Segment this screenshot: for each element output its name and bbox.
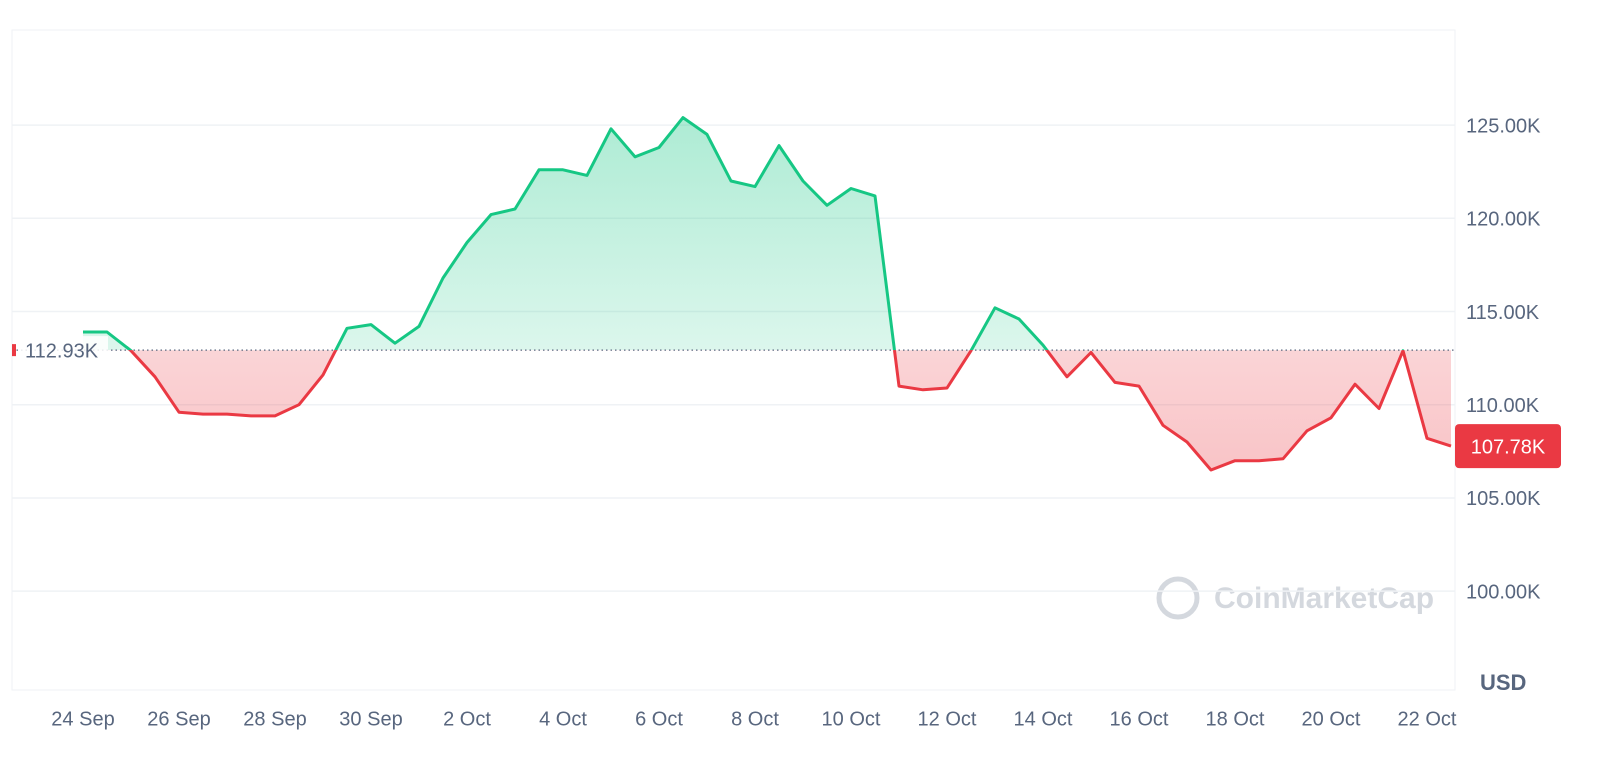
x-tick-label: 12 Oct <box>918 708 977 730</box>
x-tick-label: 14 Oct <box>1014 708 1073 730</box>
y-tick-label: 125.00K <box>1466 115 1541 137</box>
x-tick-label: 16 Oct <box>1110 708 1169 730</box>
x-tick-label: 10 Oct <box>822 708 881 730</box>
y-axis-unit: USD <box>1480 670 1526 695</box>
x-tick-label: 18 Oct <box>1206 708 1265 730</box>
x-tick-label: 24 Sep <box>51 708 114 730</box>
last-price-box <box>1455 424 1561 469</box>
baseline-label: 112.93K <box>25 340 99 362</box>
y-tick-label: 115.00K <box>1466 302 1540 324</box>
watermark: CoinMarketCap <box>1214 582 1434 615</box>
area-up <box>83 117 1047 351</box>
watermark-group: CoinMarketCap <box>1156 576 1434 620</box>
y-tick-label: 105.00K <box>1466 488 1541 510</box>
x-tick-label: 26 Sep <box>147 708 210 730</box>
watermark-logo <box>1156 576 1200 620</box>
x-tick-label: 22 Oct <box>1398 708 1457 730</box>
x-tick-label: 4 Oct <box>539 708 587 730</box>
x-tick-label: 6 Oct <box>635 708 683 730</box>
price-line-up <box>83 116 1405 351</box>
x-tick-label: 8 Oct <box>731 708 779 730</box>
plot-frame <box>11 29 1456 691</box>
area-down <box>83 350 1451 470</box>
x-tick-label: 2 Oct <box>443 708 491 730</box>
y-tick-label: 110.00K <box>1466 395 1540 417</box>
x-tick-label: 28 Sep <box>243 708 306 730</box>
price-line-down <box>127 350 1452 472</box>
y-tick-label: 100.00K <box>1466 581 1541 603</box>
x-tick-label: 20 Oct <box>1302 708 1361 730</box>
x-tick-label: 30 Sep <box>339 708 402 730</box>
y-tick-label: 120.00K <box>1466 209 1541 231</box>
baseline-marker <box>12 344 16 357</box>
baseline-label-bg <box>18 336 108 365</box>
last-price-label: 107.78K <box>1471 436 1546 458</box>
